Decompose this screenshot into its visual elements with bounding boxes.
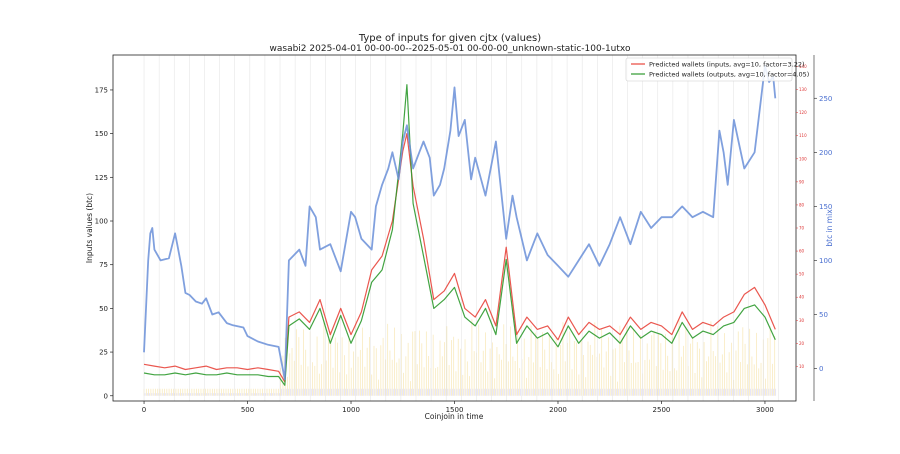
y-right-inner-tick-label: 90 xyxy=(799,179,805,184)
series-btc-in-mix-line xyxy=(143,64,777,381)
x-tick-label: 2000 xyxy=(549,406,567,414)
x-tick-label: 1000 xyxy=(342,406,360,414)
y-right-tick-label: 0 xyxy=(819,365,823,373)
y-tick-label: 50 xyxy=(99,305,108,313)
x-tick-label: 500 xyxy=(241,406,254,414)
y-right-inner-tick-label: 60 xyxy=(799,249,805,254)
y-right-inner-tick-label: 20 xyxy=(799,341,805,346)
y-right-inner-tick-label: 140 xyxy=(799,64,807,69)
chart-title: Type of inputs for given cjtx (values) xyxy=(358,33,541,44)
x-axis-label: Coinjoin in time xyxy=(425,412,484,421)
y-axis-right-inner: 10 20 30 40 50 60 70 80 90 100 110 120 130 140 xyxy=(796,64,807,369)
series-lines xyxy=(143,64,777,386)
y-right-inner-tick-label: 40 xyxy=(799,295,805,300)
x-axis: 0 500 1000 1500 2000 2500 3000 xyxy=(142,401,774,414)
y-right-inner-tick-label: 50 xyxy=(799,272,805,277)
vertical-grid xyxy=(143,55,779,401)
y-axis-left: 0 25 50 75 100 125 150 175 xyxy=(95,86,113,400)
y-right-tick-label: 50 xyxy=(819,311,828,319)
y-tick-label: 175 xyxy=(95,86,108,94)
y-right-tick-label: 150 xyxy=(819,203,832,211)
y-tick-label: 75 xyxy=(99,261,108,269)
background-bars xyxy=(143,319,777,396)
y-axis-right: 0 50 100 150 200 250 xyxy=(813,55,832,401)
y-right-inner-tick-label: 80 xyxy=(799,202,805,207)
legend-label-outputs: Predicted wallets (outputs, avg=10, fact… xyxy=(649,71,809,79)
x-tick-label: 0 xyxy=(142,406,146,414)
y-right-inner-tick-label: 70 xyxy=(799,226,805,231)
y-right-inner-tick-label: 30 xyxy=(799,318,805,323)
y-tick-label: 125 xyxy=(95,174,108,182)
y-right-inner-tick-label: 120 xyxy=(799,110,807,115)
x-tick-label: 1500 xyxy=(446,406,464,414)
y-right-inner-tick-label: 110 xyxy=(799,133,807,138)
y-right-tick-label: 250 xyxy=(819,95,832,103)
y-tick-label: 25 xyxy=(99,349,108,357)
y-tick-label: 100 xyxy=(95,218,108,226)
y-right-inner-tick-label: 100 xyxy=(799,156,807,161)
y-tick-label: 0 xyxy=(104,392,108,400)
y-axis-right-label: btc in mix xyxy=(825,209,834,247)
x-tick-label: 3000 xyxy=(756,406,774,414)
y-right-inner-tick-label: 130 xyxy=(799,87,807,92)
y-right-inner-tick-label: 10 xyxy=(799,364,805,369)
y-axis-label: Inputs values (btc) xyxy=(85,193,94,263)
y-right-tick-label: 200 xyxy=(819,149,832,157)
series-inputs-line xyxy=(143,133,776,383)
plot-frame xyxy=(112,54,797,402)
legend-box xyxy=(625,57,793,82)
chart-subtitle: wasabi2 2025-04-01 00-00-00--2025-05-01 … xyxy=(270,44,631,54)
series-outputs-line xyxy=(143,84,776,386)
legend-label-inputs: Predicted wallets (inputs, avg=10, facto… xyxy=(649,61,805,69)
y-right-tick-label: 100 xyxy=(819,257,832,265)
legend: Predicted wallets (inputs, avg=10, facto… xyxy=(625,57,809,82)
x-tick-label: 2500 xyxy=(653,406,671,414)
y-tick-label: 150 xyxy=(95,130,108,138)
